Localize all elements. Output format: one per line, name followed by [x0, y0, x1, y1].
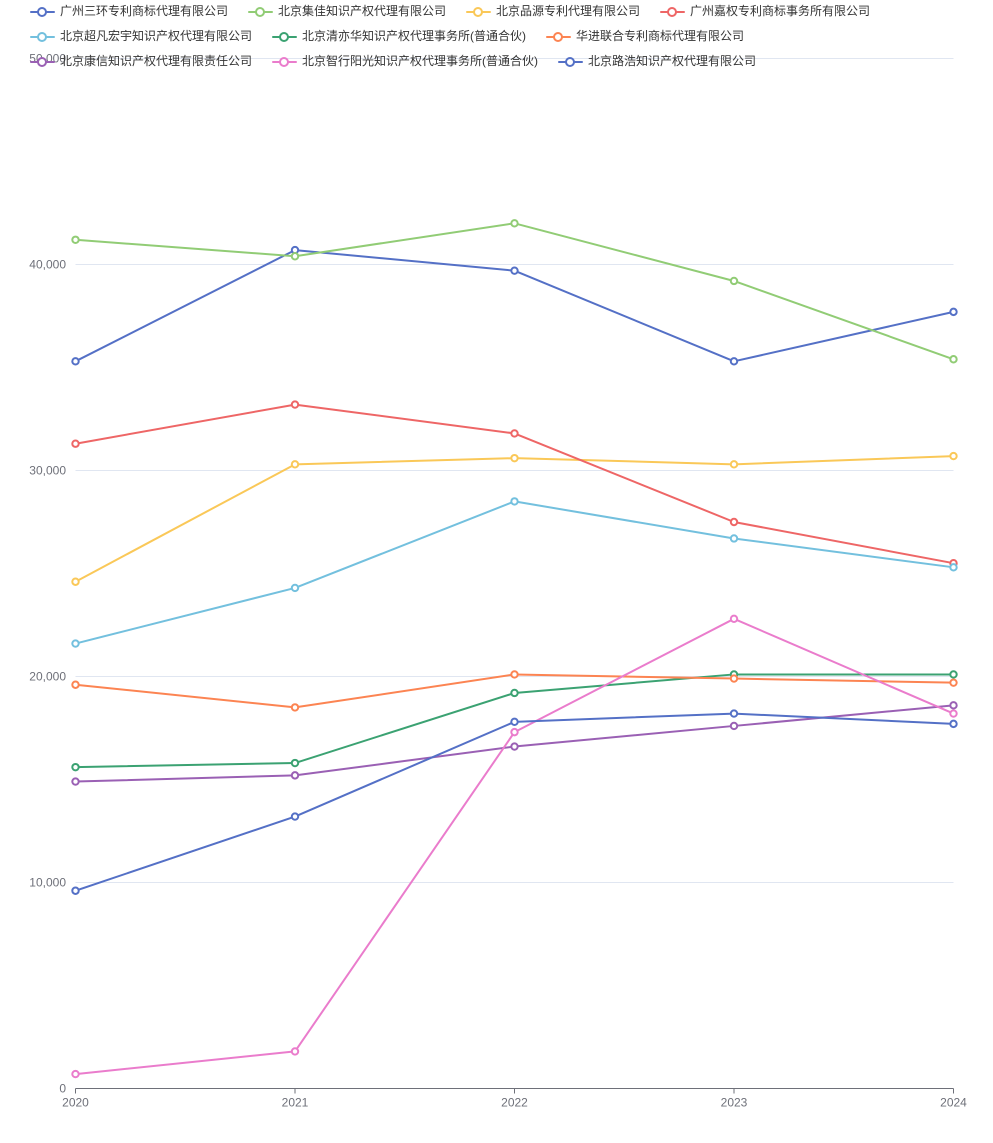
- data-point: [729, 674, 739, 683]
- series-line-2: [74, 455, 955, 583]
- data-point: [510, 219, 519, 228]
- data-point: [290, 400, 300, 409]
- data-point: [729, 534, 739, 543]
- series-line-4: [74, 500, 955, 645]
- data-point: [71, 357, 80, 366]
- data-point: [510, 742, 519, 751]
- data-point: [71, 762, 80, 772]
- data-point: [71, 577, 80, 586]
- data-point: [290, 812, 300, 821]
- data-point: [729, 276, 739, 286]
- legend-label: 北京康信知识产权代理有限责任公司: [60, 54, 253, 68]
- data-point: [510, 670, 519, 679]
- data-point: [290, 1047, 300, 1056]
- data-point: [949, 355, 958, 364]
- x-axis-label: 2020: [62, 1096, 89, 1110]
- data-point: [510, 429, 519, 438]
- legend: 广州三环专利商标代理有限公司 北京集佳知识产权代理有限公司 北京品源专利代理有限公司…: [30, 4, 965, 69]
- data-point: [729, 614, 739, 624]
- data-point: [949, 307, 958, 317]
- legend-item-5[interactable]: 北京清亦华知识产权代理事务所(普通合伙): [272, 29, 526, 44]
- data-point: [949, 563, 958, 572]
- legend-label: 北京品源专利代理有限公司: [496, 4, 641, 18]
- data-point: [510, 688, 519, 698]
- x-axis-label: 2022: [501, 1096, 528, 1110]
- y-axis-label: 40,000: [29, 258, 66, 272]
- data-point: [949, 678, 958, 687]
- data-point: [510, 453, 519, 463]
- data-point: [949, 451, 958, 461]
- legend-item-2[interactable]: 北京品源专利代理有限公司: [466, 4, 640, 19]
- legend-label: 北京超凡宏宇知识产权代理有限公司: [60, 29, 253, 43]
- legend-item-8[interactable]: 北京智行阳光知识产权代理事务所(普通合伙): [272, 54, 538, 69]
- legend-label: 北京路浩知识产权代理有限公司: [588, 54, 757, 68]
- legend-line-icon: [272, 56, 298, 67]
- legend-label: 华进联合专利商标代理有限公司: [576, 29, 745, 43]
- legend-line-icon: [272, 31, 298, 42]
- legend-line-icon: [466, 6, 492, 17]
- series-line-3: [74, 403, 955, 565]
- data-point: [729, 357, 739, 366]
- legend-line-icon: [30, 31, 55, 42]
- data-point: [949, 701, 958, 710]
- data-point: [729, 709, 739, 718]
- x-axis-label: 2021: [282, 1096, 309, 1110]
- y-axis-label: 10,000: [29, 876, 66, 890]
- legend-line-icon: [30, 6, 55, 17]
- legend-item-4[interactable]: 北京超凡宏宇知识产权代理有限公司: [30, 29, 252, 44]
- legend-label: 北京智行阳光知识产权代理事务所(普通合伙): [302, 54, 539, 68]
- x-axis-label: 2024: [940, 1096, 967, 1110]
- x-axis-label: 2023: [721, 1096, 748, 1110]
- data-point: [71, 777, 80, 786]
- y-axis-label: 0: [59, 1082, 66, 1096]
- data-point: [510, 497, 519, 506]
- data-point: [71, 886, 80, 895]
- legend-line-icon: [248, 6, 274, 17]
- data-point: [729, 517, 739, 527]
- data-point: [71, 639, 80, 648]
- legend-label: 北京集佳知识产权代理有限公司: [278, 4, 447, 18]
- data-point: [71, 235, 80, 244]
- data-point: [290, 583, 300, 593]
- data-point: [290, 460, 300, 469]
- data-point: [290, 771, 300, 780]
- legend-item-9[interactable]: 北京路浩知识产权代理有限公司: [558, 54, 756, 69]
- series-line-9: [74, 712, 955, 892]
- data-point: [510, 266, 519, 275]
- y-axis-label: 20,000: [29, 670, 66, 684]
- legend-line-icon: [30, 56, 55, 67]
- legend-line-icon: [660, 6, 686, 17]
- data-point: [71, 680, 80, 689]
- data-point: [729, 721, 739, 731]
- data-point: [290, 758, 300, 768]
- y-axis-label: 30,000: [29, 464, 66, 478]
- data-point: [290, 703, 300, 712]
- legend-label: 广州三环专利商标代理有限公司: [60, 4, 229, 18]
- legend-item-3[interactable]: 广州嘉权专利商标事务所有限公司: [660, 4, 870, 19]
- legend-label: 北京清亦华知识产权代理事务所(普通合伙): [302, 29, 527, 43]
- series-line-1: [74, 222, 955, 361]
- data-point: [949, 709, 958, 718]
- legend-line-icon: [546, 31, 572, 42]
- data-point: [71, 1069, 80, 1079]
- data-point: [949, 670, 958, 679]
- data-point: [510, 727, 519, 737]
- data-point: [729, 460, 739, 469]
- legend-label: 广州嘉权专利商标事务所有限公司: [690, 4, 871, 18]
- data-point: [949, 719, 958, 729]
- legend-item-1[interactable]: 北京集佳知识产权代理有限公司: [248, 4, 446, 19]
- legend-item-6[interactable]: 华进联合专利商标代理有限公司: [546, 29, 744, 44]
- data-point: [510, 717, 519, 727]
- legend-item-7[interactable]: 北京康信知识产权代理有限责任公司: [30, 54, 252, 69]
- legend-item-0[interactable]: 广州三环专利商标代理有限公司: [30, 4, 228, 19]
- data-point: [71, 439, 80, 448]
- data-point: [290, 252, 300, 261]
- legend-line-icon: [558, 56, 584, 67]
